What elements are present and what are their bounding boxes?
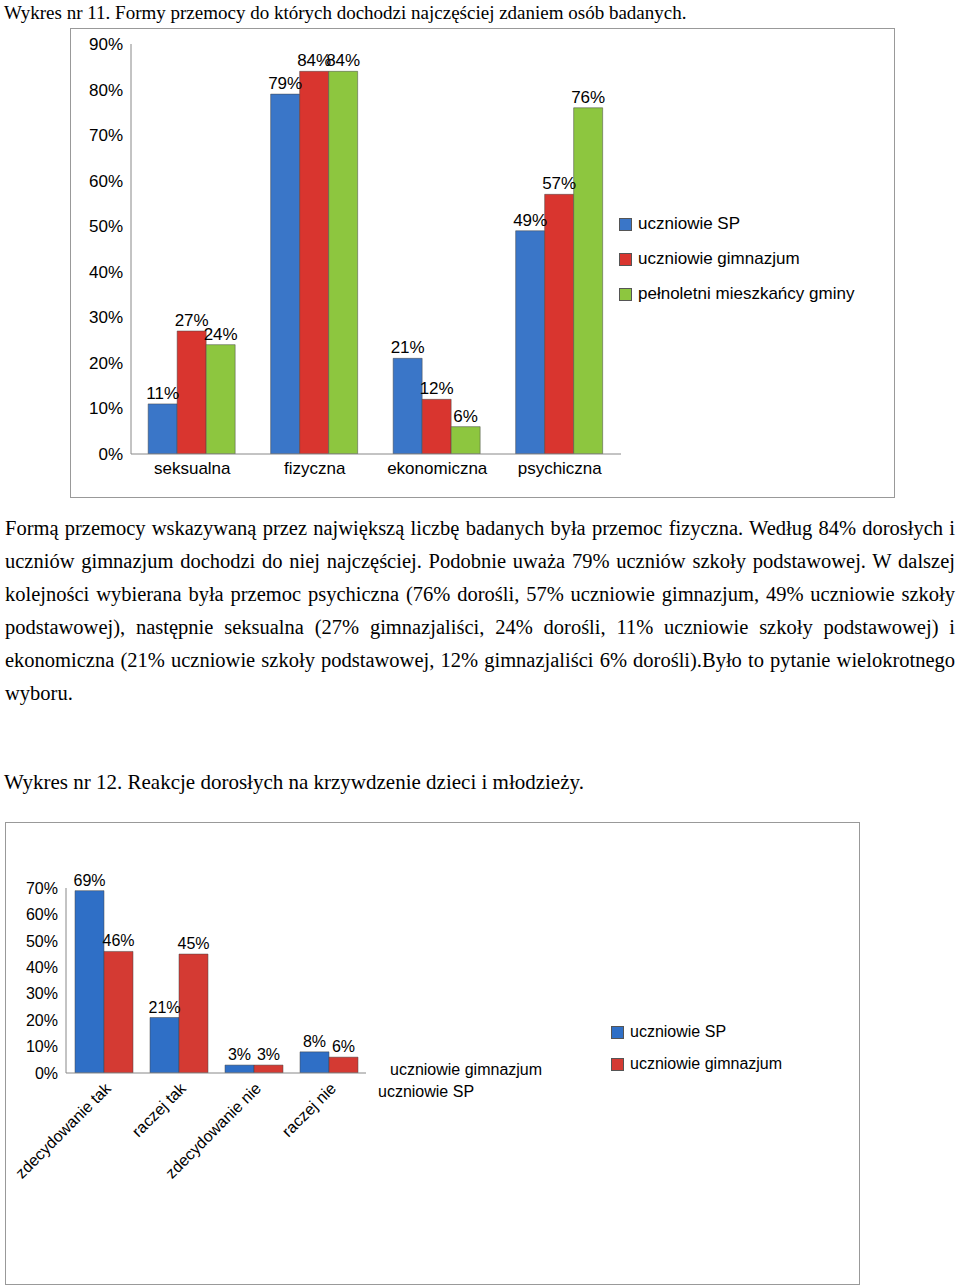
svg-text:79%: 79% — [268, 74, 302, 93]
svg-text:3%: 3% — [228, 1046, 251, 1063]
svg-text:10%: 10% — [26, 1038, 58, 1055]
svg-text:3%: 3% — [257, 1046, 280, 1063]
html-text:Wykres nr 12. Reakcje dorosłyc: Wykres nr 12. Reakcje dorosłych na krzyw… — [4, 770, 584, 794]
svg-text:21%: 21% — [391, 338, 425, 357]
svg-text:6%: 6% — [453, 407, 478, 426]
svg-text:0%: 0% — [98, 445, 123, 464]
svg-text:49%: 49% — [513, 211, 547, 230]
html-text:pełnoletni mieszkańcy gminy: pełnoletni mieszkańcy gminy — [638, 284, 855, 303]
svg-text:21%: 21% — [148, 999, 180, 1016]
svg-text:45%: 45% — [177, 935, 209, 952]
svg-text:40%: 40% — [89, 263, 123, 282]
svg-text:50%: 50% — [26, 933, 58, 950]
svg-text:76%: 76% — [571, 88, 605, 107]
svg-text:84%: 84% — [297, 51, 332, 71]
svg-text:46%: 46% — [102, 932, 134, 949]
svg-text:60%: 60% — [89, 172, 123, 191]
svg-text:6%: 6% — [332, 1038, 355, 1055]
svg-text:zdecydowanie tak: zdecydowanie tak — [12, 1079, 115, 1182]
svg-text:11%: 11% — [146, 384, 179, 403]
html-text:uczniowie SP: uczniowie SP — [638, 214, 741, 233]
svg-text:70%: 70% — [26, 880, 58, 897]
svg-text:fizyczna: fizyczna — [284, 459, 346, 478]
html-text:uczniowie gimnazjum: uczniowie gimnazjum — [390, 1061, 543, 1078]
svg-text:70%: 70% — [89, 126, 123, 145]
svg-text:zdecydowanie nie: zdecydowanie nie — [162, 1080, 264, 1182]
html-text:Wykres nr 11. Formy przemocy d: Wykres nr 11. Formy przemocy do których … — [4, 2, 687, 23]
html-text:uczniowie SP: uczniowie SP — [378, 1083, 474, 1100]
svg-text:27%: 27% — [174, 311, 209, 330]
svg-text:57%: 57% — [542, 174, 576, 193]
svg-text:84%: 84% — [326, 51, 360, 70]
svg-text:80%: 80% — [89, 81, 123, 100]
svg-text:20%: 20% — [26, 1012, 58, 1029]
svg-text:ekonomiczna: ekonomiczna — [387, 459, 488, 478]
html-text:uczniowie gimnazjum: uczniowie gimnazjum — [638, 249, 800, 268]
svg-text:raczej nie: raczej nie — [279, 1080, 340, 1141]
html-text:uczniowie SP: uczniowie SP — [630, 1023, 726, 1040]
svg-text:90%: 90% — [89, 35, 123, 54]
svg-text:30%: 30% — [89, 308, 123, 327]
svg-text:8%: 8% — [303, 1033, 326, 1050]
svg-text:30%: 30% — [26, 985, 58, 1002]
svg-text:12%: 12% — [420, 379, 454, 398]
svg-text:24%: 24% — [204, 325, 238, 344]
svg-text:0%: 0% — [35, 1065, 58, 1082]
svg-text:60%: 60% — [26, 906, 58, 923]
html-text:uczniowie gimnazjum: uczniowie gimnazjum — [630, 1055, 783, 1072]
svg-text:psychiczna: psychiczna — [518, 459, 603, 478]
svg-text:69%: 69% — [73, 872, 105, 889]
html-text:Formą przemocy wskazywaną prze: Formą przemocy wskazywaną przez najwięks… — [5, 517, 955, 704]
svg-text:40%: 40% — [26, 959, 58, 976]
svg-text:20%: 20% — [89, 354, 123, 373]
svg-text:seksualna: seksualna — [154, 459, 231, 478]
svg-text:50%: 50% — [89, 217, 123, 236]
svg-text:raczej tak: raczej tak — [129, 1079, 190, 1140]
svg-text:10%: 10% — [89, 399, 123, 418]
